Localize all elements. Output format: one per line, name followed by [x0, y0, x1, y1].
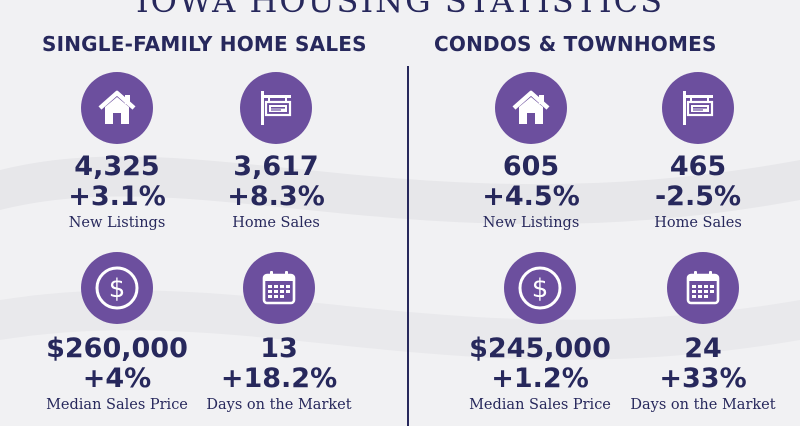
sf-median-price-value: $260,000: [46, 333, 188, 364]
sf-median-price-change: +4%: [82, 363, 152, 394]
sf-new-listings-label: New Listings: [68, 215, 166, 231]
page-title: IOWA HOUSING STATISTICS: [135, 0, 665, 20]
condo-home-sales-label: Home Sales: [654, 215, 742, 231]
calendar-icon: [243, 252, 315, 324]
condo-new-listings-value: 605: [502, 151, 560, 182]
condo-median-price-label: Median Sales Price: [469, 397, 611, 413]
sf-median-price-stat: $ $260,000 +4% Median Sales Price: [32, 252, 202, 414]
sf-new-listings-change: +3.1%: [68, 181, 166, 212]
condo-new-listings-label: New Listings: [482, 215, 580, 231]
condo-home-sales-value: 465: [669, 151, 727, 182]
sf-days-on-market-value: 13: [260, 333, 298, 364]
sf-days-on-market-change: +18.2%: [220, 363, 338, 394]
sold-sign-icon: [662, 72, 734, 144]
house-icon: [495, 72, 567, 144]
svg-text:$: $: [532, 274, 549, 304]
sf-median-price-label: Median Sales Price: [46, 397, 188, 413]
condo-home-sales-change: -2.5%: [654, 181, 742, 212]
sold-sign-icon: [240, 72, 312, 144]
sf-days-on-market-stat: 13 +18.2% Days on the Market: [194, 252, 364, 414]
condo-median-price-change: +1.2%: [491, 363, 589, 394]
condo-new-listings-change: +4.5%: [482, 181, 580, 212]
condo-days-on-market-stat: 24 +33% Days on the Market: [618, 252, 788, 414]
dollar-icon: $: [504, 252, 576, 324]
condo-median-price-stat: $ $245,000 +1.2% Median Sales Price: [455, 252, 625, 414]
sf-home-sales-value: 3,617: [233, 151, 319, 182]
column-divider: [407, 66, 409, 426]
sf-new-listings-value: 4,325: [74, 151, 160, 182]
sf-home-sales-stat: 3,617 +8.3% Home Sales: [191, 72, 361, 232]
single-family-heading: SINGLE-FAMILY HOME SALES: [42, 32, 367, 56]
condo-days-on-market-value: 24: [684, 333, 722, 364]
sf-home-sales-change: +8.3%: [227, 181, 325, 212]
condo-home-sales-stat: 465 -2.5% Home Sales: [613, 72, 783, 232]
condos-heading: CONDOS & TOWNHOMES: [434, 32, 717, 56]
condo-new-listings-stat: 605 +4.5% New Listings: [446, 72, 616, 232]
sf-days-on-market-label: Days on the Market: [206, 397, 352, 413]
calendar-icon: [667, 252, 739, 324]
dollar-icon: $: [81, 252, 153, 324]
sf-new-listings-stat: 4,325 +3.1% New Listings: [32, 72, 202, 232]
condo-days-on-market-label: Days on the Market: [630, 397, 776, 413]
house-icon: [81, 72, 153, 144]
sf-home-sales-label: Home Sales: [232, 215, 320, 231]
svg-text:$: $: [109, 274, 126, 304]
condo-median-price-value: $245,000: [469, 333, 611, 364]
condo-days-on-market-change: +33%: [659, 363, 747, 394]
